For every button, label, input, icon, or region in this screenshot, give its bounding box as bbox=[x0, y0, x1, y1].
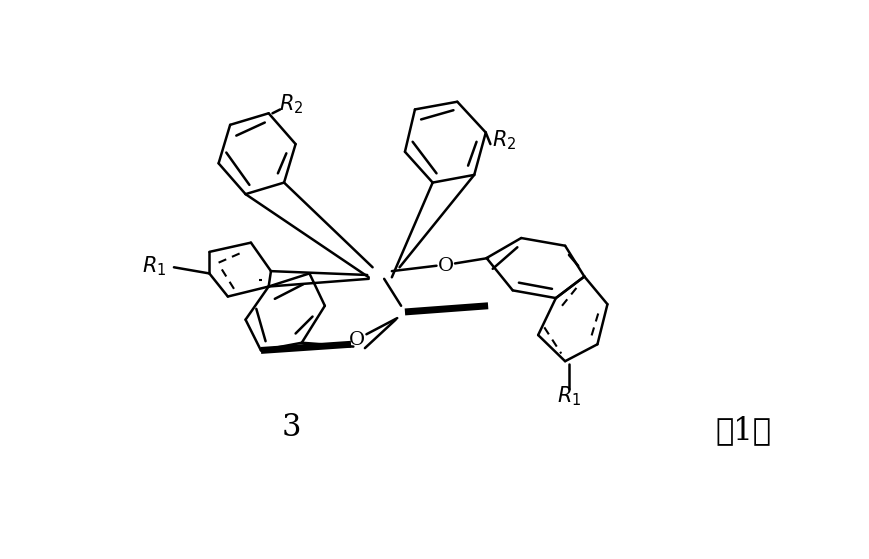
Text: 3: 3 bbox=[282, 412, 302, 443]
Text: $R_1$: $R_1$ bbox=[557, 385, 581, 409]
Text: $R_2$: $R_2$ bbox=[492, 129, 516, 152]
Text: $R_1$: $R_1$ bbox=[142, 254, 166, 277]
Text: O: O bbox=[349, 331, 365, 349]
Text: O: O bbox=[438, 257, 454, 274]
Text: （1）: （1） bbox=[716, 415, 772, 446]
Text: $R_2$: $R_2$ bbox=[279, 92, 303, 116]
